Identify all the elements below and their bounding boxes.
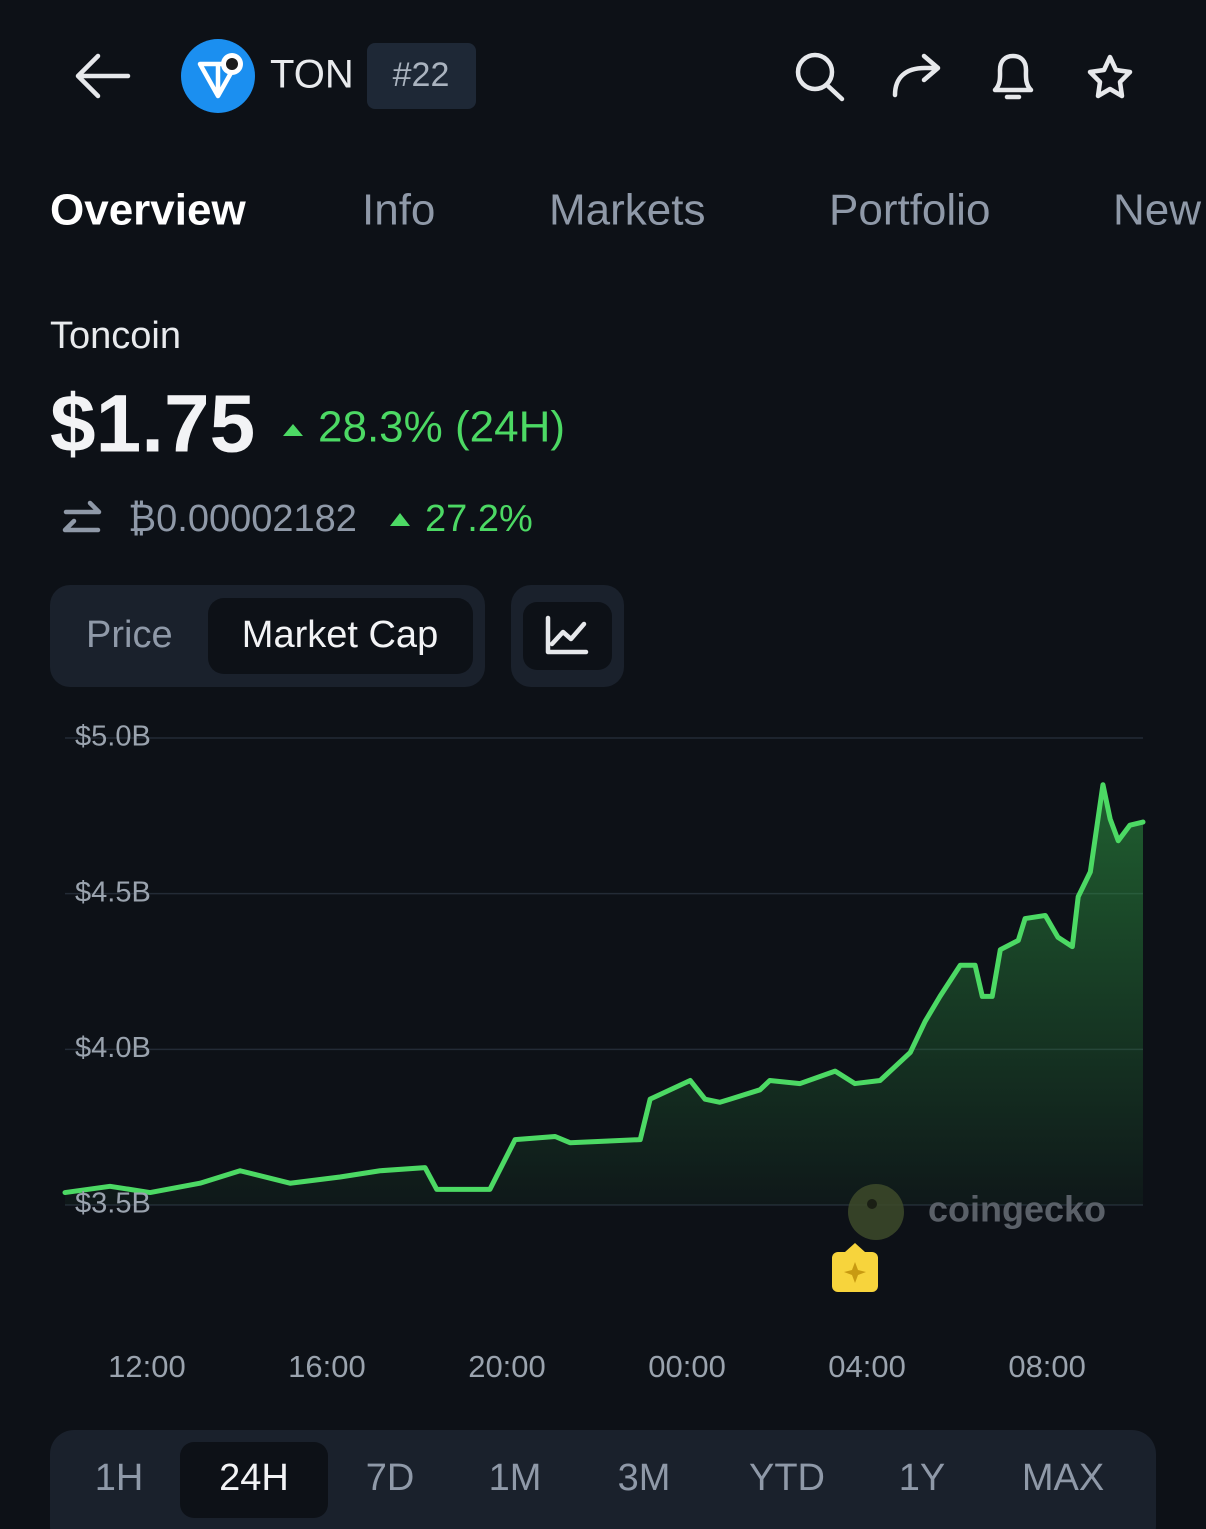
ticker: TON (270, 53, 354, 97)
area (65, 784, 1143, 1205)
price-change: 28.3% (24H) (318, 403, 565, 452)
btc-price: ₿0.00002182 (128, 498, 357, 540)
coin-name: Toncoin (50, 315, 181, 357)
range-option[interactable]: 1M (489, 1457, 542, 1499)
y-tick-label: $3.5B (75, 1188, 151, 1220)
tab[interactable]: New (1113, 186, 1201, 235)
x-tick-label: 12:00 (108, 1349, 186, 1384)
watermark-logo (848, 1184, 904, 1240)
badge-icon (832, 1243, 878, 1292)
x-tick-label: 08:00 (1008, 1349, 1086, 1384)
x-tick-label: 20:00 (468, 1349, 546, 1384)
price: $1.75 (50, 379, 255, 470)
search-button[interactable] (795, 52, 845, 102)
chart-style-button[interactable] (523, 602, 612, 670)
y-tick-label: $4.5B (75, 876, 151, 908)
back-button[interactable] (75, 53, 131, 99)
x-tick-label: 04:00 (828, 1349, 906, 1384)
tab[interactable]: Overview (50, 186, 246, 235)
up-arrow (390, 513, 410, 526)
range-option[interactable]: MAX (1022, 1457, 1104, 1499)
x-tick-label: 00:00 (648, 1349, 726, 1384)
range-option[interactable]: 1H (95, 1457, 144, 1499)
range-option[interactable]: 1Y (899, 1457, 945, 1499)
btc-change: 27.2% (425, 498, 533, 540)
swap-icon (62, 500, 102, 533)
toggle-option[interactable]: Price (86, 614, 173, 656)
toggle-selected[interactable] (208, 598, 473, 674)
range-option[interactable]: 3M (618, 1457, 671, 1499)
y-tick-label: $5.0B (75, 721, 151, 753)
ticks: $3.5B $4.0B $4.5B $5.0B 12:00 16:00 20:00 00:00… (75, 721, 1086, 1385)
plot (62, 782, 1146, 1205)
y-tick-label: $4.0B (75, 1032, 151, 1064)
toggle-option[interactable]: Market Cap (242, 614, 438, 656)
share-button[interactable] (892, 53, 941, 98)
range-option[interactable]: YTD (749, 1457, 825, 1499)
range-selected[interactable] (180, 1442, 328, 1518)
coin-logo (181, 39, 255, 113)
rank-badge (367, 43, 476, 109)
up-arrow (283, 424, 303, 436)
line (62, 782, 1146, 1196)
tab[interactable]: Portfolio (829, 186, 990, 235)
tab[interactable]: Info (362, 186, 435, 235)
alert-button[interactable] (992, 53, 1034, 100)
rank: #22 (393, 56, 450, 94)
x-tick-label: 16:00 (288, 1349, 366, 1384)
watermark: coingecko (928, 1189, 1106, 1230)
range-option[interactable]: 24H (219, 1457, 289, 1499)
tab[interactable]: Markets (549, 186, 705, 235)
favorite-button[interactable] (1087, 54, 1133, 99)
range-option[interactable]: 7D (366, 1457, 415, 1499)
